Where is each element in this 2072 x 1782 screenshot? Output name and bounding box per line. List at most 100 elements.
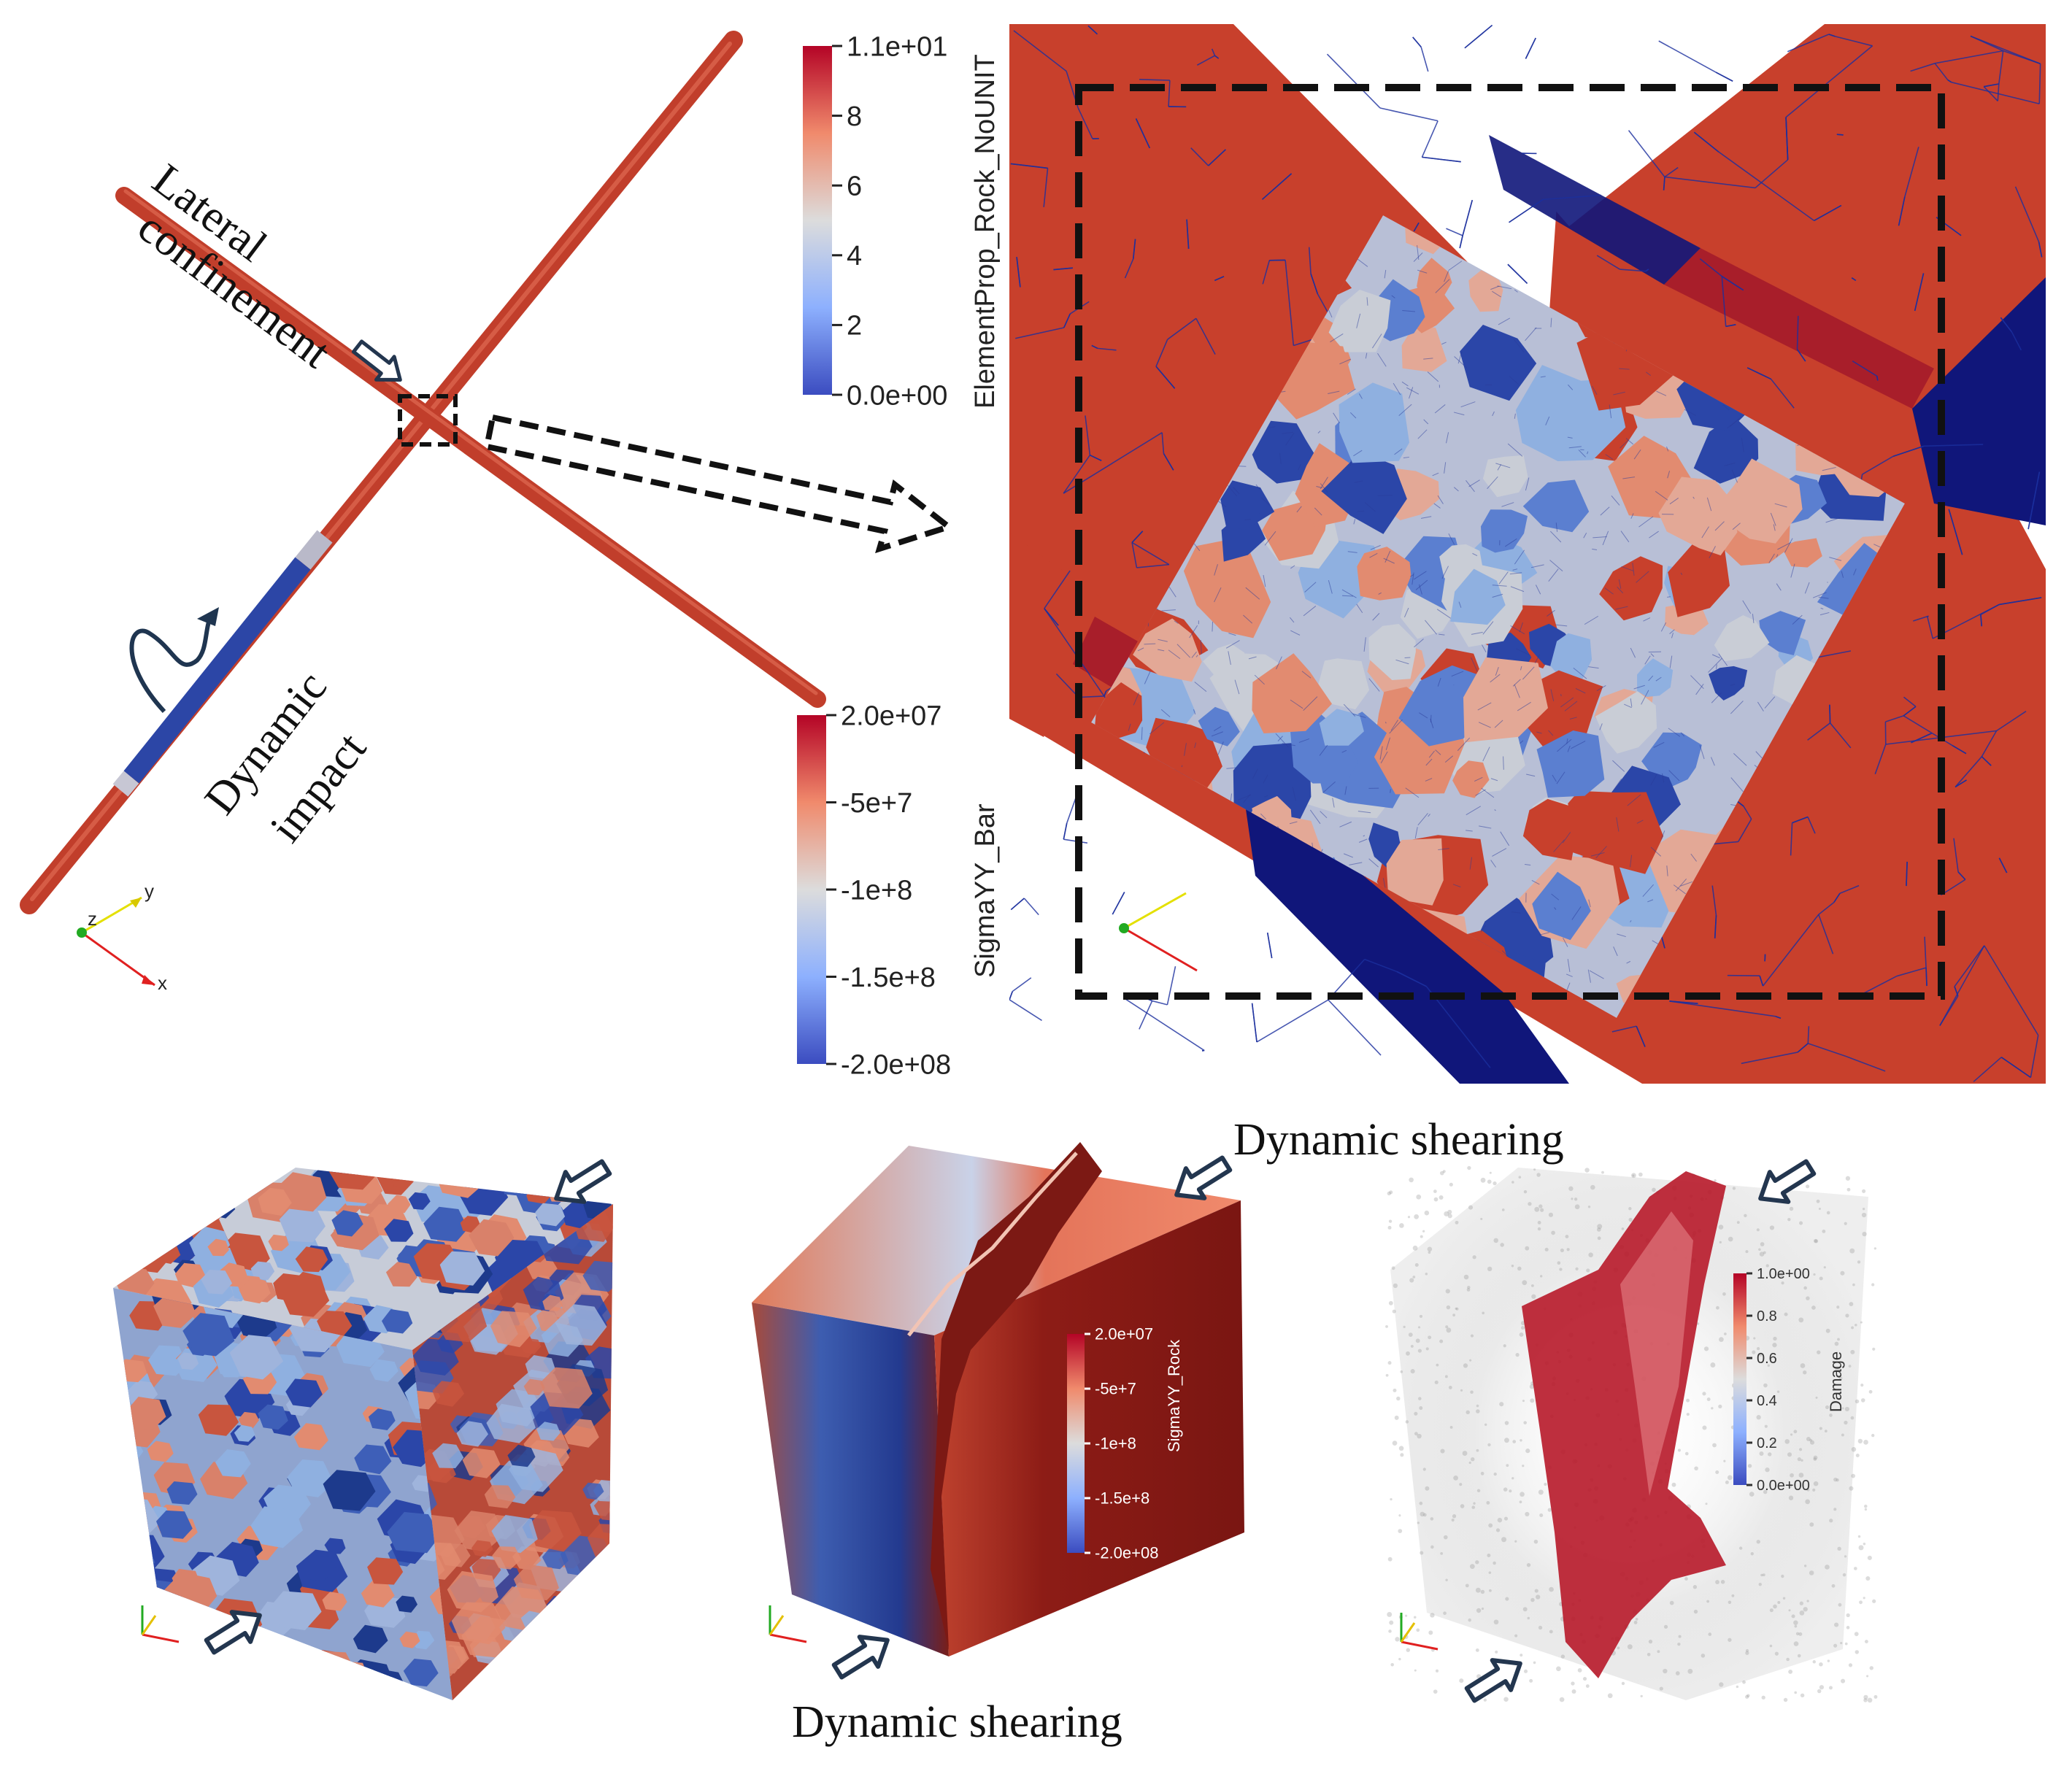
- fog-particle: [1801, 1363, 1806, 1368]
- fog-particle: [1863, 1597, 1865, 1599]
- fog-particle: [1862, 1189, 1865, 1193]
- fog-particle: [1551, 1231, 1555, 1235]
- fog-particle: [1490, 1172, 1492, 1174]
- fog-particle: [1538, 1489, 1544, 1494]
- fog-particle: [1753, 1337, 1755, 1339]
- fog-particle: [1805, 1499, 1810, 1504]
- fog-particle: [1649, 1640, 1652, 1643]
- fog-particle: [1855, 1324, 1857, 1327]
- colorbar-damage-tick-label: 0.2: [1757, 1435, 1777, 1451]
- fog-particle: [1392, 1266, 1395, 1270]
- grain: [238, 1656, 285, 1692]
- fog-particle: [1549, 1630, 1553, 1634]
- fog-particle: [1487, 1267, 1492, 1271]
- fog-particle: [1435, 1381, 1439, 1384]
- fog-particle: [1803, 1607, 1808, 1611]
- fog-particle: [1521, 1326, 1525, 1330]
- fog-particle: [1757, 1228, 1760, 1231]
- fog-particle: [1863, 1440, 1868, 1445]
- fog-particle: [1813, 1660, 1816, 1663]
- fog-particle: [1647, 1653, 1651, 1656]
- fog-particle: [1859, 1545, 1864, 1550]
- fog-particle: [1707, 1397, 1711, 1401]
- fog-particle: [1414, 1670, 1417, 1672]
- fog-particle: [1801, 1694, 1804, 1697]
- fog-particle: [1586, 1684, 1590, 1688]
- fog-particle: [1863, 1208, 1865, 1210]
- axis-z-label: z: [1130, 903, 1139, 922]
- fog-particle: [1718, 1405, 1722, 1408]
- colorbar-element-prop-tick-label: 1.1e+01: [847, 31, 947, 62]
- fog-particle: [1765, 1425, 1768, 1428]
- fog-particle: [1804, 1565, 1806, 1567]
- fog-particle: [1390, 1498, 1392, 1500]
- mesh-edge: [1837, 134, 1844, 135]
- fog-particle: [1871, 1283, 1874, 1286]
- fog-particle: [1846, 1613, 1850, 1617]
- fog-particle: [1677, 1643, 1680, 1646]
- fog-particle: [1835, 1342, 1839, 1346]
- fog-particle: [1578, 1668, 1582, 1673]
- fog-particle: [1789, 1496, 1793, 1500]
- fog-particle: [1844, 1222, 1847, 1225]
- grain: [544, 1601, 593, 1638]
- fog-particle: [1685, 1452, 1689, 1456]
- fog-particle: [1634, 1621, 1638, 1624]
- fog-particle: [1794, 1641, 1799, 1646]
- fog-particle: [1399, 1223, 1404, 1228]
- fog-particle: [1493, 1562, 1496, 1565]
- fog-particle: [1417, 1434, 1421, 1438]
- fog-particle: [1745, 1695, 1749, 1699]
- fog-particle: [1787, 1218, 1790, 1221]
- grain: [104, 1166, 129, 1187]
- fog-particle: [1416, 1338, 1420, 1343]
- grain: [104, 1679, 129, 1698]
- grain: [139, 1656, 160, 1672]
- fog-particle: [1816, 1397, 1818, 1399]
- grain: [512, 1671, 549, 1701]
- fog-particle: [1418, 1397, 1422, 1400]
- fog-particle: [1530, 1598, 1534, 1602]
- fog-particle: [1434, 1197, 1439, 1202]
- fog-particle: [1817, 1200, 1820, 1203]
- fog-particle: [1419, 1502, 1422, 1505]
- fog-particle: [1524, 1190, 1527, 1193]
- fog-particle: [1777, 1601, 1780, 1604]
- fog-particle: [1588, 1252, 1593, 1257]
- fog-particle: [1714, 1179, 1717, 1182]
- fog-particle: [1693, 1585, 1697, 1589]
- fog-particle: [1694, 1610, 1698, 1613]
- fog-particle: [1860, 1322, 1863, 1324]
- grain: [586, 1670, 631, 1708]
- fog-particle: [1398, 1514, 1401, 1516]
- fog-particle: [1841, 1679, 1845, 1683]
- grain: [165, 1197, 206, 1232]
- colorbar-damage-tick-label: 0.6: [1757, 1351, 1777, 1367]
- grain-mesh-edge: [1405, 657, 1411, 658]
- colorbar-sigma-bar-tick-label: -5e+7: [841, 788, 912, 819]
- fog-particle: [1476, 1588, 1481, 1593]
- fog-particle: [1702, 1425, 1706, 1430]
- axis-x-label: x: [1200, 958, 1209, 978]
- fog-particle: [1799, 1448, 1802, 1451]
- fog-particle: [1795, 1625, 1798, 1628]
- fog-particle: [1722, 1292, 1726, 1296]
- fog-particle: [1622, 1227, 1625, 1230]
- fog-particle: [1406, 1648, 1410, 1651]
- fog-particle: [1449, 1183, 1453, 1187]
- fog-particle: [1598, 1236, 1601, 1240]
- fog-particle: [1560, 1697, 1565, 1702]
- fog-particle: [1790, 1207, 1793, 1211]
- fog-particle: [1428, 1335, 1431, 1339]
- axis-y-label: y: [145, 880, 154, 902]
- grain: [152, 1154, 203, 1196]
- colorbar-damage-tick-label: 0.4: [1757, 1393, 1777, 1409]
- fog-particle: [1869, 1390, 1873, 1394]
- fog-particle: [1571, 1197, 1573, 1200]
- fog-particle: [1712, 1443, 1717, 1448]
- grain: [481, 1165, 510, 1188]
- fog-particle: [1534, 1540, 1538, 1544]
- fog-particle: [1520, 1500, 1522, 1503]
- fog-particle: [1728, 1638, 1731, 1642]
